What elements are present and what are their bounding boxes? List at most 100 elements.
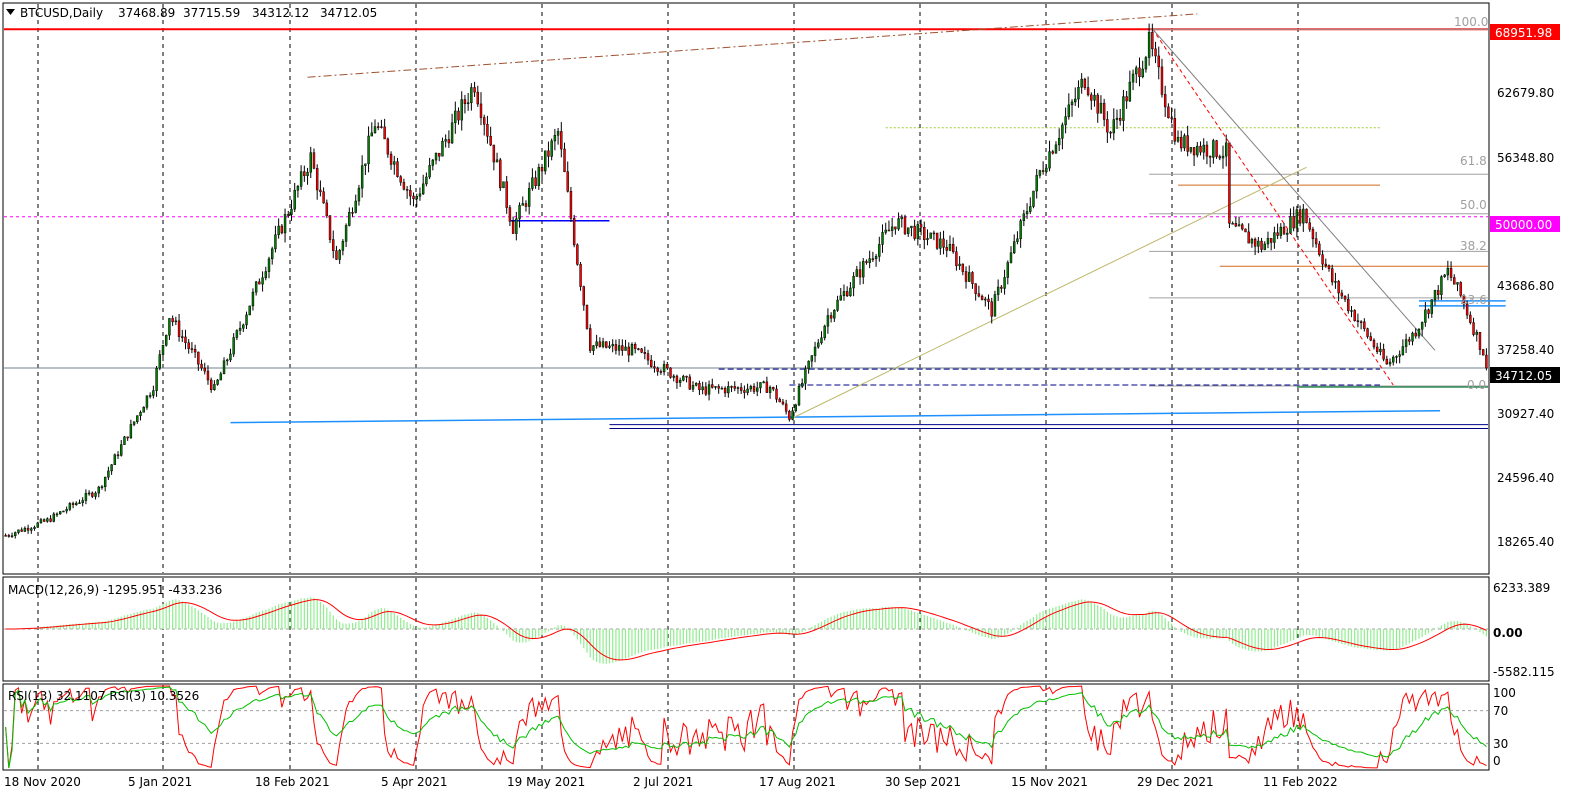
candle-body — [94, 492, 97, 497]
candle-body — [1102, 102, 1106, 120]
candle-body — [1003, 277, 1006, 289]
candle-body — [1006, 262, 1010, 278]
candle-body — [1016, 238, 1019, 242]
candle-body — [434, 152, 438, 161]
candle-body — [862, 261, 865, 278]
candle-body — [152, 390, 155, 396]
candle-body — [270, 248, 274, 260]
candle-body — [1109, 131, 1112, 134]
macd-axis-zero: 0.00 — [1493, 626, 1523, 640]
candle-body — [627, 346, 630, 356]
candle-body — [1144, 57, 1148, 70]
candle-body — [1077, 87, 1080, 100]
candle-body — [807, 360, 810, 370]
candle-body — [582, 286, 586, 306]
candle-body — [746, 388, 749, 393]
macd-axis-bottom: -5582.115 — [1493, 665, 1555, 679]
candle-body — [26, 527, 30, 531]
date-axis: 18 Nov 2020 5 Jan 2021 18 Feb 2021 5 Apr… — [4, 775, 1338, 789]
dropdown-triangle-icon[interactable] — [6, 9, 15, 15]
candle-body — [643, 352, 647, 354]
candle-body — [932, 232, 936, 235]
candle-body — [1160, 66, 1164, 95]
candle-body — [1118, 117, 1122, 121]
candle-body — [1269, 238, 1273, 243]
rsi-axis-70: 70 — [1493, 704, 1508, 718]
candle-body — [10, 535, 14, 537]
candle-body — [1356, 320, 1360, 322]
candle-body — [704, 386, 708, 395]
candle-body — [688, 376, 692, 390]
candle-body — [242, 324, 245, 329]
candle-body — [961, 263, 965, 272]
candle-body — [261, 277, 264, 285]
candle-body — [1401, 346, 1405, 355]
candle-body — [1266, 238, 1270, 245]
fib-label-0: 0.0 — [1467, 378, 1486, 392]
candle-body — [743, 390, 746, 393]
candle-body — [296, 186, 300, 191]
candle-body — [1353, 310, 1356, 321]
candle-body — [1276, 232, 1279, 236]
vertical-grid — [37, 4, 1299, 769]
candle-body — [1029, 206, 1032, 212]
candle-body — [1459, 282, 1462, 296]
candle-body — [524, 203, 528, 207]
price-tick: 56348.80 — [1497, 151, 1554, 165]
fib-label-618: 61.8 — [1460, 154, 1487, 168]
candle-body — [765, 381, 769, 393]
candle-body — [858, 269, 862, 278]
candle-body — [1170, 117, 1173, 120]
candle-body — [1485, 354, 1488, 369]
candle-body — [1224, 142, 1228, 157]
candle-body — [1189, 147, 1193, 152]
candle-body — [229, 353, 232, 361]
candle-body — [682, 375, 685, 381]
candle-body — [1330, 268, 1334, 283]
candle-body — [910, 225, 913, 228]
candle-body — [579, 264, 582, 287]
price-tick: 30927.40 — [1497, 407, 1554, 421]
candle-body — [4, 535, 7, 537]
candle-body — [1388, 361, 1392, 365]
candle-body — [646, 353, 650, 361]
candle-body — [216, 379, 219, 385]
candle-body — [1375, 346, 1379, 352]
candle-body — [919, 224, 923, 228]
candle-body — [335, 250, 338, 260]
candle-body — [1340, 292, 1344, 297]
candle-body — [1045, 167, 1048, 172]
candle-body — [447, 139, 451, 144]
candle-body — [219, 373, 223, 381]
candle-body — [707, 384, 711, 395]
candle-body — [675, 375, 679, 383]
candle-body — [971, 272, 974, 284]
candle-body — [788, 410, 791, 420]
candle-body — [1436, 290, 1440, 295]
candle-body — [1054, 144, 1058, 154]
candle-body — [1083, 78, 1087, 88]
candle-body — [906, 227, 910, 234]
candle-body — [55, 513, 59, 516]
candle-body — [1192, 147, 1196, 156]
candle-body — [290, 208, 293, 215]
candle-body — [1311, 229, 1315, 239]
candle-body — [164, 334, 168, 346]
candle-body — [829, 315, 833, 319]
candle-body — [1369, 336, 1372, 341]
candle-body — [588, 328, 592, 351]
candle-body — [360, 165, 364, 189]
candle-body — [23, 527, 27, 532]
fib-diagonal-line — [1151, 28, 1394, 386]
candle-body — [129, 424, 133, 439]
candle-body — [521, 203, 524, 206]
candle-body — [226, 359, 229, 362]
candle-body — [1157, 55, 1160, 68]
candle-body — [621, 345, 624, 351]
candle-body — [412, 195, 415, 200]
candle-body — [1244, 228, 1247, 233]
candle-body — [1147, 31, 1151, 58]
candle-body — [1215, 140, 1218, 157]
candle-body — [752, 386, 756, 392]
